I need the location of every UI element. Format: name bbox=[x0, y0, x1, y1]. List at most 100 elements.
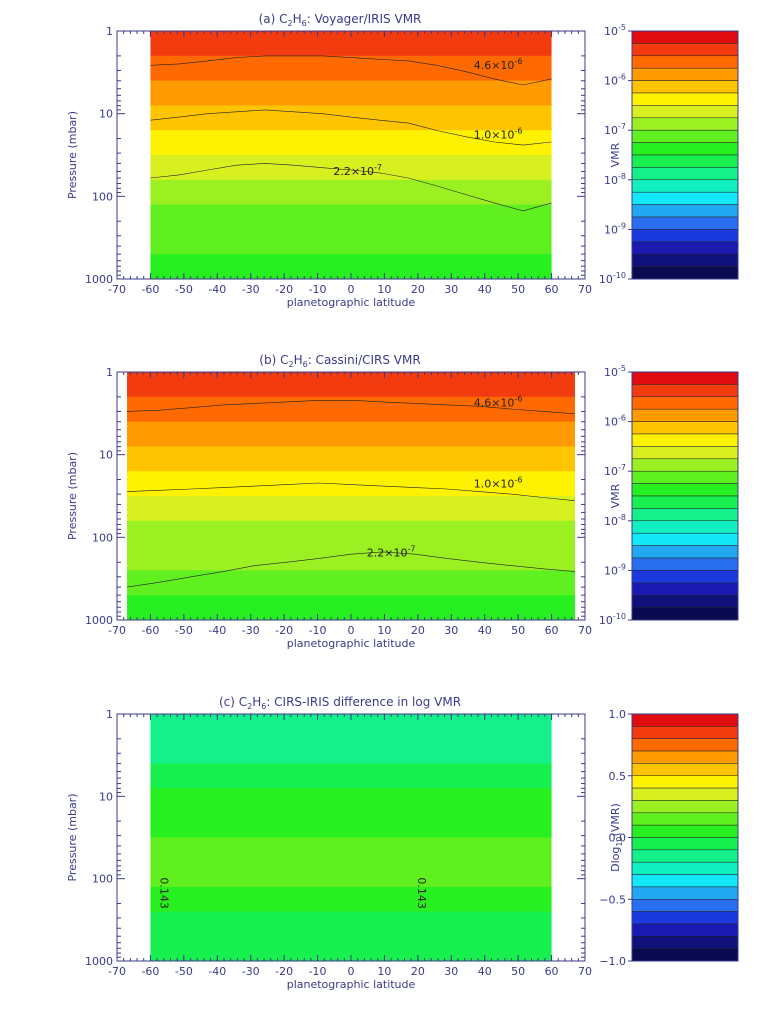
colorbar-swatch bbox=[631, 105, 739, 119]
x-tick-label: -10 bbox=[309, 283, 327, 296]
contour-line bbox=[150, 163, 552, 212]
colorbar-tick-label: 10-10 bbox=[599, 271, 626, 286]
contour-fill-band bbox=[127, 446, 575, 472]
x-tick-label: 70 bbox=[578, 965, 592, 978]
x-tick-label: -60 bbox=[141, 624, 159, 637]
y-tick-label: 1000 bbox=[85, 955, 113, 968]
colorbar-label: VMR bbox=[609, 142, 622, 167]
colorbar-swatch bbox=[631, 763, 739, 777]
colorbar-swatch bbox=[631, 899, 739, 912]
y-tick-label: 100 bbox=[92, 190, 113, 203]
x-tick-label: 60 bbox=[545, 283, 559, 296]
colorbar-swatch bbox=[631, 594, 739, 608]
x-tick-label: -50 bbox=[175, 624, 193, 637]
contour-fill-band bbox=[150, 911, 552, 937]
y-tick-label: 1 bbox=[106, 708, 113, 721]
colorbar-swatch bbox=[631, 936, 739, 949]
x-tick-label: 50 bbox=[511, 624, 525, 637]
x-tick-label: -50 bbox=[175, 283, 193, 296]
x-tick-label: -30 bbox=[242, 965, 260, 978]
colorbar-swatch bbox=[631, 607, 739, 621]
contour-label: 0.143 bbox=[415, 877, 428, 909]
colorbar-swatch bbox=[631, 557, 739, 571]
colorbar-swatch bbox=[631, 948, 739, 962]
colorbar-swatch bbox=[631, 787, 739, 801]
colorbar-swatch bbox=[631, 396, 739, 410]
x-tick-label: 60 bbox=[545, 965, 559, 978]
y-tick-label: 10 bbox=[99, 449, 113, 462]
x-tick-label: 10 bbox=[377, 624, 391, 637]
colorbar-swatch bbox=[631, 874, 739, 888]
colorbar-swatch bbox=[631, 886, 739, 900]
x-tick-label: 30 bbox=[444, 283, 458, 296]
colorbar-swatch bbox=[631, 849, 739, 863]
colorbar-swatch bbox=[631, 483, 739, 497]
contour-fill-band bbox=[150, 862, 552, 888]
colorbar-swatch bbox=[631, 229, 739, 243]
colorbar-tick-label: 10-9 bbox=[604, 562, 626, 577]
x-tick-label: -30 bbox=[242, 624, 260, 637]
colorbar-swatch bbox=[631, 216, 739, 230]
colorbar-swatch bbox=[631, 43, 739, 57]
colorbar-swatch bbox=[631, 470, 739, 484]
x-axis-label: planetographic latitude bbox=[287, 978, 416, 991]
x-tick-label: -60 bbox=[141, 965, 159, 978]
contour-fill-band bbox=[150, 179, 552, 206]
colorbar-tick-label: −0.5 bbox=[599, 893, 626, 906]
colorbar-tick-label: 0.5 bbox=[609, 770, 627, 783]
x-tick-label: 40 bbox=[478, 283, 492, 296]
colorbar-tick-label: −1.0 bbox=[599, 955, 626, 968]
x-tick-label: -70 bbox=[108, 283, 126, 296]
colorbar-swatch bbox=[631, 508, 739, 522]
contour-label: 2.2×10-7 bbox=[367, 544, 416, 559]
colorbar-swatch bbox=[631, 911, 739, 925]
x-axis-label: planetographic latitude bbox=[287, 637, 416, 650]
x-tick-label: 20 bbox=[411, 624, 425, 637]
contour-label: 1.0×10-6 bbox=[474, 476, 523, 491]
contour-fill-band bbox=[127, 570, 575, 596]
x-tick-label: 50 bbox=[511, 965, 525, 978]
colorbar-swatch bbox=[631, 800, 739, 814]
colorbar-swatch bbox=[631, 154, 739, 168]
colorbar-swatch bbox=[631, 179, 739, 193]
y-tick-label: 1 bbox=[106, 25, 113, 38]
x-tick-label: -30 bbox=[242, 283, 260, 296]
colorbar-swatch bbox=[631, 371, 739, 385]
colorbar-tick-label: 10-5 bbox=[604, 364, 626, 379]
x-axis-label: planetographic latitude bbox=[287, 296, 416, 309]
x-tick-label: 0 bbox=[348, 624, 355, 637]
contour-fill-band bbox=[150, 204, 552, 230]
colorbar-swatch bbox=[631, 266, 739, 280]
y-tick-label: 100 bbox=[92, 873, 113, 886]
panel-b-title: (b) C2H6: Cassini/CIRS VMR bbox=[259, 353, 420, 369]
colorbar-tick-label: 10-6 bbox=[604, 73, 626, 88]
panel-c-title: (c) C2H6: CIRS-IRIS difference in log VM… bbox=[219, 695, 461, 711]
colorbar-tick-label: 10-8 bbox=[604, 172, 626, 187]
x-tick-label: 40 bbox=[478, 965, 492, 978]
x-tick-label: -50 bbox=[175, 965, 193, 978]
colorbar-swatch bbox=[631, 812, 739, 826]
x-tick-label: 50 bbox=[511, 283, 525, 296]
colorbar-swatch bbox=[631, 458, 739, 472]
colorbar-swatch bbox=[631, 167, 739, 181]
contour-fill-band bbox=[150, 738, 552, 764]
panel-a-title: (a) C2H6: Voyager/IRIS VMR bbox=[259, 12, 422, 28]
colorbar-swatch bbox=[631, 191, 739, 205]
y-tick-label: 1000 bbox=[85, 614, 113, 627]
x-tick-label: 40 bbox=[478, 624, 492, 637]
panel-b: (b) C2H6: Cassini/CIRS VMR 4.6×10-6 1.0×1… bbox=[66, 353, 739, 650]
colorbar-swatch bbox=[631, 408, 739, 422]
y-axis-label: Pressure (mbar) bbox=[66, 452, 79, 540]
x-tick-label: -70 bbox=[108, 965, 126, 978]
colorbar-swatch bbox=[631, 142, 739, 156]
colorbar-swatch bbox=[631, 545, 739, 559]
x-tick-label: 10 bbox=[377, 283, 391, 296]
contour-line bbox=[126, 482, 576, 501]
x-tick-label: 70 bbox=[578, 283, 592, 296]
colorbar-swatch bbox=[631, 433, 739, 447]
colorbar-swatch bbox=[631, 582, 739, 596]
x-tick-label: 30 bbox=[444, 965, 458, 978]
colorbar-swatch bbox=[631, 495, 739, 509]
contour-line bbox=[126, 551, 576, 588]
contour-line bbox=[150, 109, 552, 146]
